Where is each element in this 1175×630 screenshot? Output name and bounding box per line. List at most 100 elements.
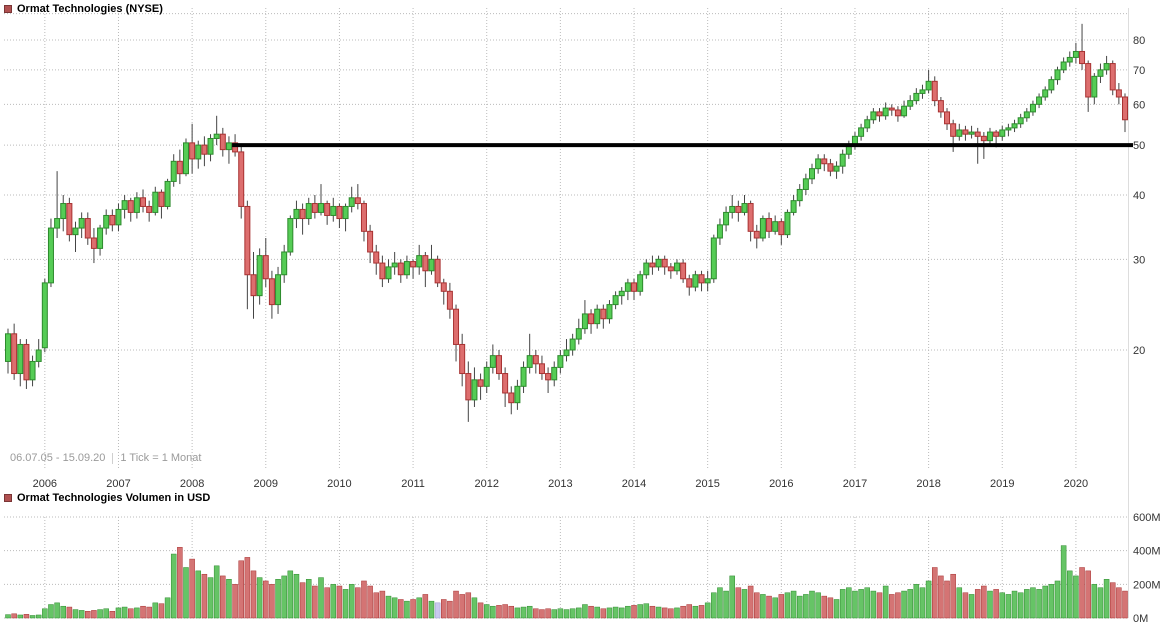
volume-bar bbox=[195, 570, 202, 619]
candle-body bbox=[373, 251, 380, 264]
volume-bar bbox=[661, 607, 668, 619]
volume-bar bbox=[287, 570, 294, 619]
candle-body bbox=[397, 262, 404, 276]
volume-bar bbox=[465, 592, 472, 619]
volume-bar bbox=[631, 605, 637, 619]
candle-body bbox=[704, 278, 711, 284]
volume-bar bbox=[17, 614, 24, 619]
candle-body bbox=[864, 119, 871, 129]
candle-body bbox=[367, 230, 374, 253]
volume-bar bbox=[134, 607, 140, 619]
candle-body bbox=[827, 163, 834, 172]
candle-body bbox=[176, 160, 183, 175]
candle-body bbox=[495, 355, 502, 375]
volume-bar bbox=[864, 587, 870, 619]
candle-body bbox=[483, 366, 490, 387]
candle-body bbox=[152, 191, 159, 213]
volume-bar bbox=[821, 595, 828, 619]
candle-body bbox=[416, 255, 423, 268]
volume-bar bbox=[803, 594, 809, 619]
volume-bar bbox=[600, 608, 607, 619]
volume-bar bbox=[680, 605, 686, 619]
volume-bar bbox=[35, 614, 42, 619]
candle-body bbox=[919, 89, 926, 94]
candle-body bbox=[508, 392, 515, 404]
candle-body bbox=[287, 218, 294, 253]
candle-body bbox=[1103, 63, 1110, 71]
volume-bar bbox=[66, 606, 73, 619]
candle-body bbox=[784, 211, 791, 236]
volume-bar bbox=[1011, 590, 1018, 619]
volume-bar bbox=[42, 608, 48, 619]
volume-bar bbox=[434, 602, 441, 619]
candle-body bbox=[336, 205, 343, 220]
candle-body bbox=[47, 227, 54, 284]
candle-body bbox=[29, 360, 36, 381]
volume-bar bbox=[526, 605, 533, 619]
candle-body bbox=[225, 142, 232, 151]
candle-body bbox=[913, 92, 920, 102]
candle-body bbox=[710, 237, 717, 280]
candle-body bbox=[250, 274, 257, 297]
volume-bar bbox=[477, 602, 484, 619]
volume-bar bbox=[784, 592, 791, 619]
candle-body bbox=[520, 366, 527, 387]
candle-body bbox=[1097, 69, 1104, 77]
candle-body bbox=[735, 205, 742, 213]
volume-bar bbox=[226, 579, 232, 619]
volume-bar bbox=[29, 615, 36, 619]
candle-body bbox=[182, 142, 189, 175]
candle-body bbox=[858, 127, 865, 137]
volume-bar bbox=[1024, 589, 1030, 619]
candle-body bbox=[766, 218, 773, 232]
candle-body bbox=[140, 197, 147, 207]
candle-body bbox=[545, 373, 552, 381]
volume-bar bbox=[723, 590, 729, 619]
volume-bar bbox=[483, 604, 490, 619]
candle-body bbox=[833, 165, 840, 172]
volume-bar bbox=[269, 584, 275, 619]
volume-bar bbox=[815, 592, 821, 619]
candle-body bbox=[219, 133, 226, 151]
volume-bar bbox=[355, 587, 361, 619]
volume-bar bbox=[968, 594, 975, 619]
volume-bar bbox=[778, 594, 785, 619]
year-label: 2018 bbox=[916, 478, 940, 490]
candle-body bbox=[1048, 79, 1055, 91]
candle-body bbox=[790, 200, 797, 213]
volume-bar bbox=[23, 614, 30, 619]
candle-body bbox=[747, 203, 754, 232]
volume-bar bbox=[263, 580, 269, 619]
volume-bars-group bbox=[5, 545, 1128, 619]
volume-bar bbox=[643, 603, 650, 619]
volume-bar bbox=[649, 605, 656, 619]
volume-bar bbox=[686, 604, 693, 619]
candle-body bbox=[1011, 123, 1018, 129]
volume-bar bbox=[293, 573, 300, 619]
volume-bar bbox=[766, 595, 772, 619]
volume-bar bbox=[490, 605, 496, 619]
candle-body bbox=[631, 282, 638, 292]
volume-bar bbox=[999, 592, 1006, 619]
candle-body bbox=[600, 308, 607, 320]
year-label: 2015 bbox=[695, 478, 719, 490]
candle-body bbox=[962, 129, 969, 135]
volume-bar bbox=[48, 604, 54, 619]
volume-bar bbox=[1042, 585, 1048, 619]
volume-bar bbox=[876, 592, 883, 619]
candle-body bbox=[649, 262, 656, 268]
volume-bar bbox=[846, 587, 852, 619]
candle-body bbox=[759, 218, 766, 239]
candle-body bbox=[238, 151, 245, 207]
candle-body bbox=[931, 80, 938, 102]
price-pane-legend: Ormat Technologies (NYSE) bbox=[4, 3, 163, 15]
volume-bar bbox=[342, 589, 349, 619]
axis-labels-group: 2006 2007 2008 2009 2010 2011 2012 2013 2014 2015… bbox=[33, 35, 1161, 625]
candle-body bbox=[624, 282, 631, 292]
candle-body bbox=[1005, 127, 1012, 131]
candle-body bbox=[551, 366, 558, 381]
volume-bar bbox=[913, 584, 920, 619]
volume-bar bbox=[416, 597, 422, 619]
candle-body bbox=[164, 180, 171, 207]
